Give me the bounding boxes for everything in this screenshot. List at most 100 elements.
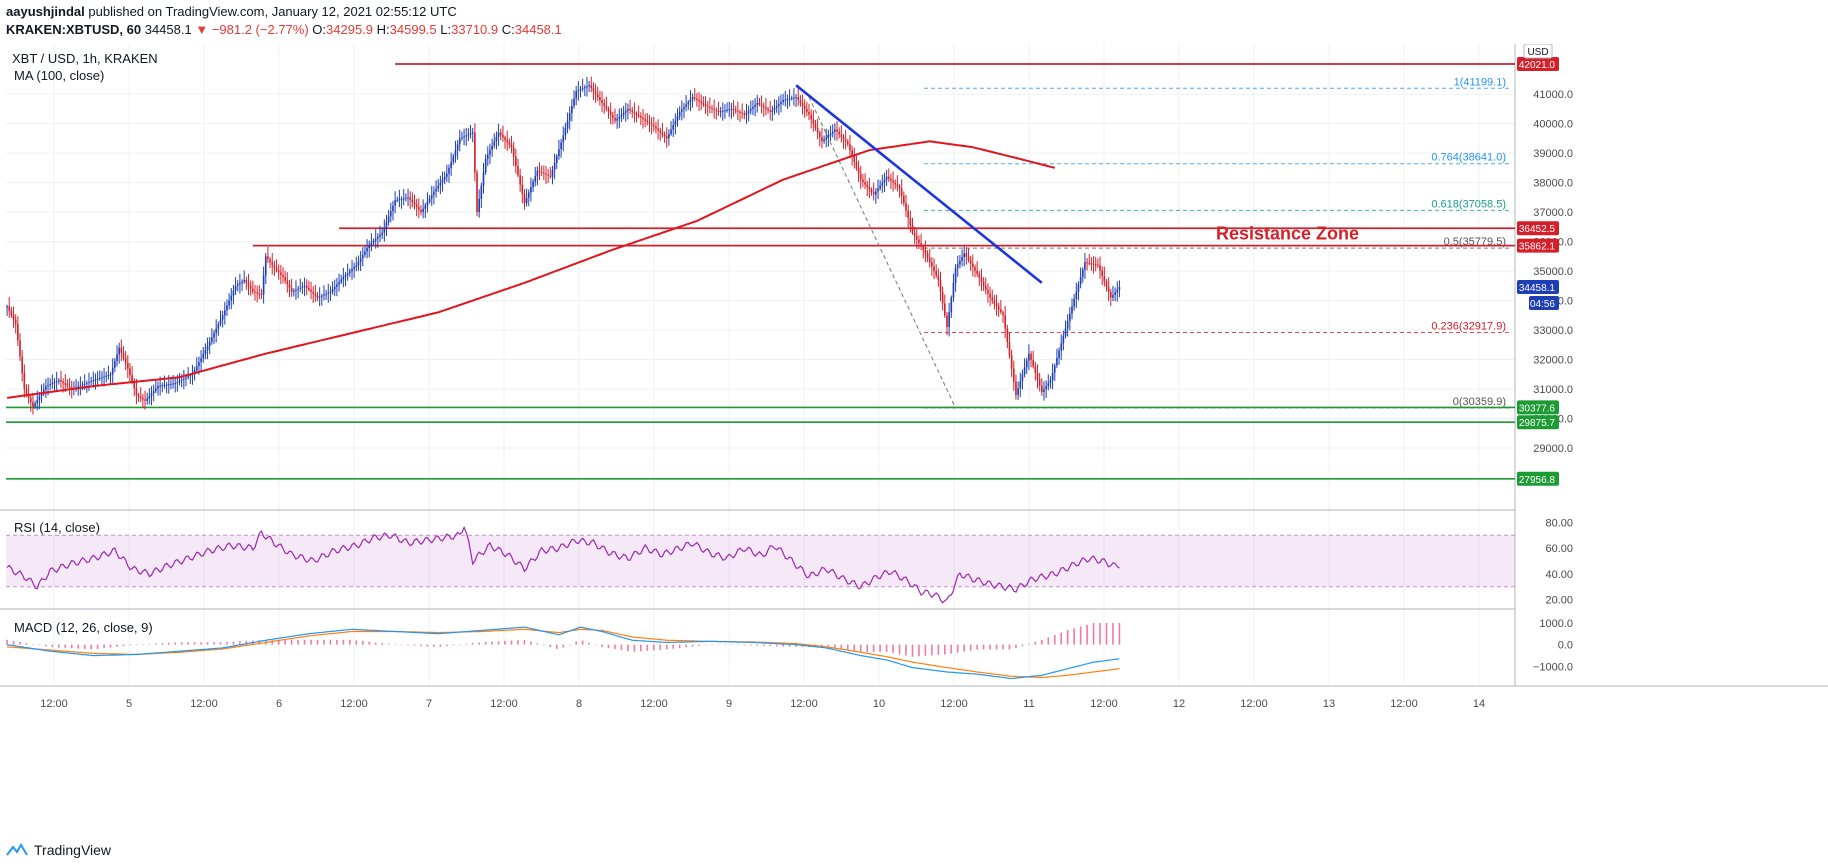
candle-body (943, 303, 946, 316)
macd-histogram-bar (77, 644, 80, 649)
macd-histogram-bar (25, 643, 28, 645)
symbol-label: KRAKEN:XBTUSD, (6, 22, 123, 37)
macd-histogram-bar (1092, 622, 1095, 645)
candle-body (646, 120, 649, 123)
last-price-label: 34458.1 (1519, 283, 1556, 294)
candle-body (88, 381, 90, 383)
macd-histogram-bar (840, 644, 843, 650)
candle-body (14, 319, 17, 325)
candle-body (402, 198, 405, 200)
x-tick-label: 12:00 (1240, 698, 1268, 710)
candle-body (314, 293, 317, 296)
candle-body (295, 289, 297, 291)
macd-histogram-bar (381, 643, 383, 645)
macd-histogram-bar (271, 639, 274, 645)
candle-body (801, 102, 804, 106)
candle-body (318, 296, 321, 298)
candle-body (732, 108, 735, 110)
macd-histogram-bar (187, 642, 189, 645)
macd-histogram-bar (976, 644, 978, 650)
tradingview-logo-icon (6, 843, 28, 856)
interval-label: 60 (126, 22, 142, 37)
candle-body (612, 114, 614, 118)
candle-body (392, 205, 394, 212)
candle-body (254, 291, 256, 293)
candle-body (674, 120, 677, 126)
candle-body (713, 108, 715, 110)
candle-body (609, 111, 612, 115)
candle-body (258, 293, 261, 295)
candle-body (424, 205, 427, 209)
candle-body (823, 139, 825, 142)
candle-body (219, 319, 222, 325)
candle-body (180, 379, 183, 381)
chart-svg[interactable]: 12:00 5 12:00 6 12:00 7 12:00 8 12:00 9 12:00 10 12:… (0, 43, 1828, 844)
candle-body (443, 176, 446, 180)
candle-body (275, 268, 278, 271)
candle-body (312, 291, 315, 294)
macd-histogram-bar (704, 644, 707, 646)
macd-histogram-bar (956, 644, 959, 653)
candle-body (1058, 350, 1060, 359)
candle-body (980, 277, 983, 282)
candle-body (700, 101, 703, 103)
macd-histogram-bar (310, 639, 312, 645)
macd-histogram-bar (277, 639, 280, 645)
candle-body (290, 288, 293, 292)
candle-body (661, 132, 664, 135)
low-label: L: (440, 22, 452, 37)
rsi-tick-label: 40.00 (1545, 569, 1573, 581)
macd-histogram-bar (730, 644, 733, 646)
author-name[interactable]: aayushjindal (6, 4, 85, 19)
candle-body (657, 128, 659, 131)
macd-histogram-bar (1034, 641, 1037, 645)
candle-body (202, 354, 205, 359)
macd-histogram-bar (898, 644, 901, 655)
macd-histogram-bar (834, 644, 836, 649)
macd-histogram-bar (32, 644, 34, 645)
fib-level-label: 0.618(37058.5) (1431, 198, 1506, 210)
macd-histogram-bar (1118, 622, 1121, 645)
candle-body (762, 105, 765, 108)
macd-histogram-bar (1015, 644, 1017, 649)
candle-body (564, 128, 567, 136)
candle-body (333, 286, 336, 290)
candle-body (62, 381, 64, 384)
candle-body (183, 378, 185, 380)
candle-body (972, 263, 974, 268)
macd-histogram-bar (1105, 622, 1108, 645)
macd-histogram-bar (969, 644, 972, 651)
candle-body (86, 382, 88, 384)
footer-brand[interactable]: TradingView (6, 842, 111, 858)
candle-body (1118, 287, 1121, 290)
candle-body (368, 244, 371, 248)
candle-body (8, 306, 11, 311)
chart-background (0, 44, 1828, 844)
candle-body (355, 265, 358, 268)
candle-body (743, 113, 746, 115)
candle-body (579, 89, 582, 91)
candle-body (17, 324, 19, 341)
candle-body (872, 191, 875, 195)
y-tick-label: 40000.0 (1533, 119, 1573, 131)
chart-header: aayushjindal published on TradingView.co… (0, 0, 1828, 40)
bearish-trendline (795, 84, 1043, 284)
candle-body (1105, 281, 1108, 287)
candle-body (467, 134, 470, 136)
candle-body (230, 295, 233, 301)
macd-histogram-bar (762, 644, 765, 646)
candle-body (120, 347, 123, 353)
macd-histogram-bar (387, 643, 390, 645)
candle-body (323, 294, 325, 296)
candle-body (737, 110, 739, 112)
candle-body (430, 194, 433, 199)
candle-body (691, 97, 694, 100)
candle-body (469, 133, 472, 135)
chart-area[interactable]: 12:00 5 12:00 6 12:00 7 12:00 8 12:00 9 12:00 10 12:… (0, 43, 1828, 844)
x-tick-label: 12:00 (190, 698, 218, 710)
candle-body (941, 291, 944, 304)
candle-body (458, 138, 461, 145)
candle-body (292, 290, 295, 292)
candle-body (709, 106, 711, 108)
candle-body (1006, 328, 1009, 342)
